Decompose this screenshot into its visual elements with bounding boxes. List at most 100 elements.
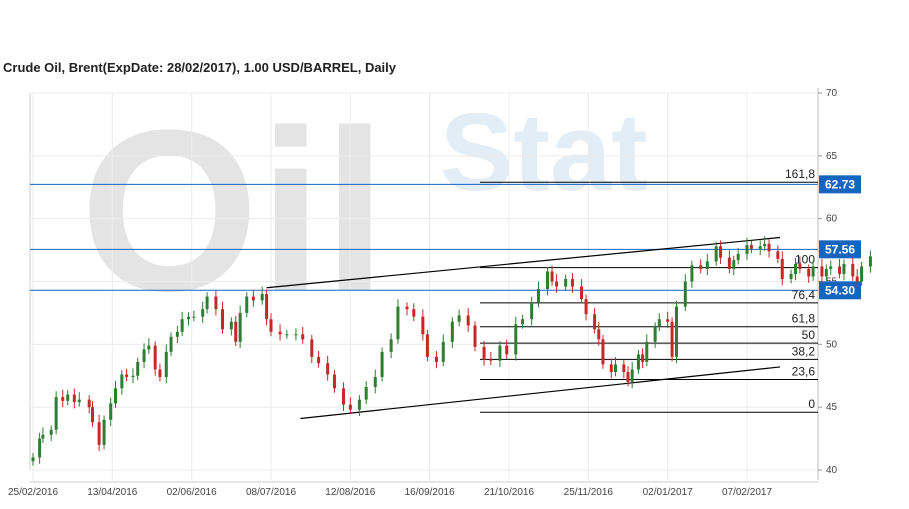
candle-body (868, 256, 872, 267)
candle-body (641, 354, 645, 362)
price-level-badge (819, 240, 861, 259)
candle-body (657, 319, 661, 327)
candle-body (97, 422, 101, 445)
candle-body (798, 263, 802, 269)
candle-body (265, 294, 269, 320)
candle-body (251, 296, 255, 301)
candle-body (855, 276, 859, 282)
candle-body (457, 315, 461, 322)
candle-body (514, 324, 518, 355)
candle-body (699, 265, 703, 269)
candle-body (31, 457, 35, 462)
candle-body (234, 321, 238, 342)
candle-body (136, 361, 140, 376)
chart-title: Crude Oil, Brent(ExpDate: 28/02/2017), 1… (3, 60, 397, 75)
y-tick-label: 50 (826, 339, 838, 350)
fib-label: 50 (802, 328, 816, 342)
candle-body (546, 271, 550, 290)
candle-body (125, 374, 129, 378)
candle-body (342, 388, 346, 405)
candle-body (820, 266, 824, 277)
candle-body (653, 326, 657, 342)
candle-body (666, 319, 670, 322)
trendline (266, 236, 781, 289)
candle-body (169, 336, 173, 352)
candle-body (824, 268, 828, 277)
candle-body (613, 364, 617, 372)
candle-body (776, 251, 780, 259)
candle-body (114, 388, 118, 404)
candle-body (205, 296, 209, 310)
candle-body (380, 351, 384, 378)
candle-body (807, 268, 811, 277)
candle-body (66, 394, 70, 401)
candle-body (91, 407, 94, 423)
candle-body (214, 296, 218, 310)
candle-body (425, 334, 429, 357)
x-tick-label: 13/04/2016 (87, 487, 137, 498)
y-tick-label: 40 (826, 465, 838, 476)
candle-body (851, 263, 855, 277)
candle-body (61, 397, 65, 401)
candle-body (238, 312, 242, 342)
candle-body (317, 356, 321, 364)
candle-body (767, 243, 771, 252)
candle-body (705, 261, 709, 269)
candle-body (530, 302, 534, 320)
candle-body (201, 309, 205, 317)
candle-body (811, 266, 815, 277)
fib-label: 0 (808, 397, 815, 411)
candle-body (38, 438, 42, 458)
x-tick-label: 12/08/2016 (325, 487, 375, 498)
candle-body (860, 266, 864, 282)
candle-body (326, 363, 330, 375)
candle-body (54, 397, 58, 430)
fib-label: 61,8 (792, 312, 816, 326)
candle-body (221, 309, 225, 330)
candle-body (580, 286, 584, 300)
candle-body (489, 359, 493, 361)
candle-body (450, 321, 454, 342)
trendline (300, 366, 781, 420)
candle-body (332, 374, 336, 389)
candle-body (131, 375, 135, 378)
candle-body (421, 316, 425, 335)
x-tick-label: 16/09/2016 (405, 487, 455, 498)
candle-body (260, 294, 264, 301)
candle-body (829, 266, 833, 269)
x-tick-label: 08/07/2016 (246, 487, 296, 498)
candle-body (405, 306, 409, 310)
candle-body (636, 354, 640, 370)
candle-body (838, 266, 842, 274)
candle-body (622, 364, 626, 372)
candle-body (745, 245, 749, 254)
candle-body (630, 369, 634, 383)
candle-body (294, 334, 298, 336)
candle-body (719, 246, 723, 258)
candle-body (285, 334, 289, 336)
price-level-label: 57.56 (825, 242, 855, 256)
candle-body (690, 265, 694, 282)
fib-label: 100 (795, 253, 815, 267)
candle-body (482, 346, 486, 360)
candle-body (186, 316, 190, 320)
candle-body (396, 306, 400, 340)
candle-body (192, 316, 196, 318)
candle-body (793, 263, 797, 274)
candle-body (674, 306, 678, 357)
candle-body (473, 325, 477, 347)
y-tick-label: 45 (826, 402, 838, 413)
candle-body (164, 351, 168, 378)
price-level-badge (819, 175, 861, 194)
price-level-label: 62.73 (825, 177, 855, 191)
candle-body (564, 278, 568, 287)
candle-body (570, 278, 574, 287)
candle-body (158, 369, 162, 378)
watermark-oil: Oil (80, 82, 387, 339)
candle-body (727, 257, 731, 269)
candle-body (109, 403, 113, 420)
fib-label: 161,8 (785, 167, 815, 181)
candle-body (357, 399, 361, 410)
candle-body (49, 429, 53, 435)
